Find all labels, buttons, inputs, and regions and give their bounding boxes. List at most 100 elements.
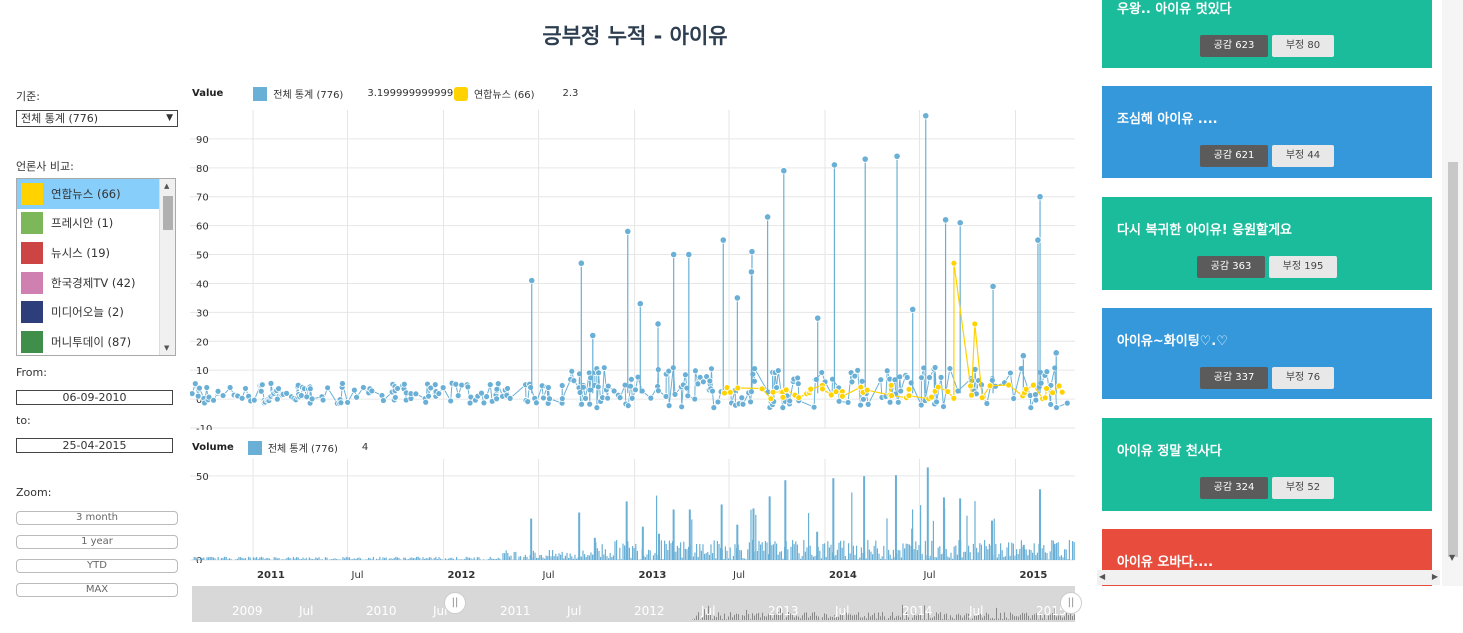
disagree-button[interactable]: 부정 52 [1272, 477, 1334, 499]
media-list-item[interactable]: 한국경제TV (42) [17, 268, 175, 298]
comment-feed[interactable]: 우왕.. 아이유 멋있다 공감 623 부정 80 조심해 아이유 .... 공감 62… [1092, 0, 1442, 586]
to-date-input[interactable]: 25-04-2015 [16, 438, 173, 453]
zoom-1year-button[interactable]: 1 year [16, 535, 178, 549]
volume-bar [851, 492, 853, 560]
navigator-bar [744, 615, 745, 620]
hscroll-left-icon[interactable]: ◀ [1099, 572, 1106, 581]
value-point-yonhap [832, 388, 840, 396]
volume-bar [899, 550, 901, 560]
scroll-down-icon[interactable]: ▼ [164, 344, 170, 352]
feed-scroll-down-icon[interactable]: ▼ [1449, 553, 1456, 562]
navigator-label: Jul [701, 604, 716, 618]
volume-bar [569, 553, 571, 560]
disagree-button[interactable]: 부정 80 [1272, 35, 1334, 57]
zoom-max-button[interactable]: MAX [16, 583, 178, 597]
volume-bar [1067, 559, 1069, 560]
volume-bar [201, 557, 203, 560]
navigator-bar [954, 619, 955, 620]
scroll-up-icon[interactable]: ▲ [164, 182, 170, 190]
volume-bar [508, 556, 510, 560]
comment-card[interactable]: 다시 복귀한 아이유! 응원할게요 공감 363 부정 195 [1102, 197, 1432, 290]
value-point-total [577, 259, 585, 267]
navigator-bar [1048, 615, 1049, 620]
value-point-yonhap [978, 394, 986, 402]
legend-series-total[interactable]: 전체 통계 (776) [273, 90, 344, 101]
value-point-total [931, 364, 939, 371]
comment-card[interactable]: 아이유 정말 천사다 공감 324 부정 52 [1102, 418, 1432, 511]
value-point-total [989, 282, 997, 290]
navigator-bar [1058, 615, 1059, 620]
volume-bar [352, 559, 354, 560]
value-point-total [814, 314, 822, 322]
volume-bar [977, 552, 979, 560]
navigator-bar [724, 613, 725, 620]
value-point-total [810, 403, 818, 411]
zoom-3month-button[interactable]: 3 month [16, 511, 178, 525]
value-point-total [749, 370, 757, 378]
comment-card[interactable]: 우왕.. 아이유 멋있다 공감 623 부정 80 [1102, 0, 1432, 68]
value-point-total [196, 384, 203, 392]
agree-button[interactable]: 공감 363 [1197, 256, 1265, 278]
volume-bar [312, 559, 314, 560]
navigator-bar [938, 614, 939, 620]
value-point-total [624, 402, 632, 410]
navigator-bar [998, 618, 999, 620]
navigator-bar [770, 612, 771, 620]
navigator-right-handle[interactable]: || [1060, 592, 1082, 614]
volume-bar [993, 518, 995, 560]
from-date-input[interactable]: 06-09-2010 [16, 390, 173, 405]
volume-bar [563, 558, 565, 560]
navigator-bar [792, 614, 793, 620]
feed-scroll-thumb[interactable] [1448, 162, 1458, 557]
value-point-total [624, 227, 632, 236]
value-legend-title: Value [192, 88, 224, 99]
volume-bar [622, 543, 624, 560]
disagree-button[interactable]: 부정 195 [1269, 256, 1337, 278]
value-point-total [339, 380, 346, 387]
volume-bar [284, 559, 286, 560]
volume-bar [795, 541, 797, 560]
agree-button[interactable]: 공감 621 [1200, 145, 1268, 167]
scroll-thumb[interactable] [163, 196, 173, 230]
disagree-button[interactable]: 부정 76 [1272, 367, 1334, 389]
disagree-button[interactable]: 부정 44 [1272, 145, 1334, 167]
hscroll-right-icon[interactable]: ▶ [1431, 572, 1438, 581]
media-list-item[interactable]: 머니투데이 (87) [17, 327, 175, 355]
comment-card[interactable]: 조심해 아이유 .... 공감 621 부정 44 [1102, 86, 1432, 178]
agree-button[interactable]: 공감 623 [1200, 35, 1268, 57]
feed-horizontal-scrollbar[interactable]: ◀ ▶ [1097, 570, 1440, 585]
legend-series-yonhap[interactable]: 연합뉴스 (66) [473, 90, 535, 101]
volume-bar [916, 550, 918, 560]
media-list-item[interactable]: 미디어오늘 (2) [17, 297, 175, 327]
media-list-item[interactable]: 프레시안 (1) [17, 209, 175, 239]
zoom-ytd-button[interactable]: YTD [16, 559, 178, 573]
volume-bar [1057, 542, 1059, 560]
navigator-left-handle[interactable]: || [444, 592, 466, 614]
media-list[interactable]: 연합뉴스 (66) 프레시안 (1) 뉴시스 (19) 한국경제TV (42) 미디어오… [16, 178, 176, 356]
navigator-bar [922, 619, 923, 620]
volume-bar [491, 558, 493, 560]
navigator-bar [902, 604, 903, 620]
basis-select[interactable]: 전체 통계 (776) ▼ [16, 110, 178, 127]
volume-bar [1056, 543, 1058, 560]
value-point-total [848, 378, 856, 386]
legend-series-volume[interactable]: 전체 통계 (776) [267, 444, 338, 455]
agree-button[interactable]: 공감 337 [1200, 367, 1268, 389]
value-point-total [733, 294, 741, 302]
volume-bar [692, 556, 694, 560]
comment-card[interactable]: 아이유~화이팅♡.♡ 공감 337 부정 76 [1102, 308, 1432, 399]
navigator-bar [1022, 612, 1023, 620]
agree-button[interactable]: 공감 324 [1200, 477, 1268, 499]
volume-chart[interactable]: 050 [190, 455, 1075, 563]
range-navigator[interactable]: 2009 Jul 2010 Jul 2011 Jul 2012 Jul 2013 Jul 2014 J… [192, 586, 1082, 622]
feed-scrollbar[interactable]: ▼ [1442, 0, 1463, 586]
value-point-total [582, 394, 589, 402]
value-point-total [747, 398, 754, 406]
media-list-item[interactable]: 연합뉴스 (66) [17, 179, 175, 209]
media-list-scrollbar[interactable]: ▲ ▼ [159, 179, 175, 355]
navigator-bar [864, 616, 865, 620]
volume-bar [1035, 555, 1037, 560]
volume-bar [1062, 557, 1064, 560]
media-list-item[interactable]: 뉴시스 (19) [17, 238, 175, 268]
value-chart[interactable]: -10 0 10 20 30 40 50 60 70 80 90 [190, 100, 1075, 430]
